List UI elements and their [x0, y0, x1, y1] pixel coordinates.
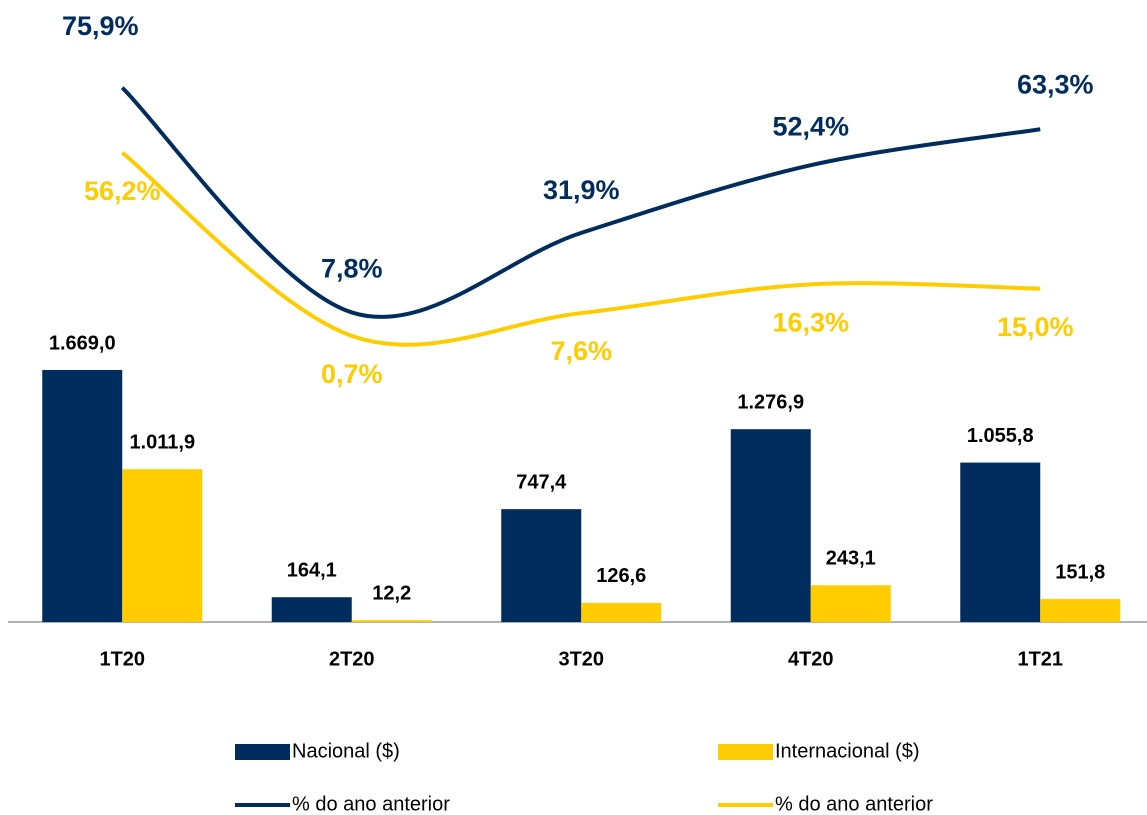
bar: [42, 369, 123, 622]
bar-label: 12,2: [372, 582, 411, 604]
line-label: 63,3%: [1017, 69, 1094, 99]
bar-label: 1.669,0: [49, 332, 116, 354]
line-label: 31,9%: [543, 175, 620, 205]
line-label: 75,9%: [62, 11, 139, 41]
legend-label: % do ano anterior: [775, 793, 933, 815]
line: [120, 86, 1041, 319]
line-label: 16,3%: [772, 307, 849, 337]
x-tick-label: 1T20: [99, 648, 145, 670]
x-tick-label: 3T20: [558, 648, 604, 670]
legend-swatch: [235, 744, 290, 760]
line-label: 52,4%: [772, 111, 849, 141]
legend-label: Internacional ($): [775, 740, 920, 762]
x-tick-label: 1T21: [1017, 648, 1063, 670]
bar: [1040, 599, 1121, 622]
line: [121, 151, 1041, 347]
line-label: 0,7%: [321, 359, 383, 389]
line-label: 7,6%: [550, 336, 612, 366]
bar: [581, 602, 662, 622]
x-tick-label: 4T20: [788, 648, 834, 670]
line-label: 7,8%: [321, 254, 383, 284]
bar-label: 1.055,8: [967, 425, 1034, 447]
bar-label: 164,1: [287, 560, 337, 582]
bar: [810, 585, 891, 622]
x-tick-label: 2T20: [329, 648, 375, 670]
bar: [351, 620, 432, 622]
line-label: 15,0%: [997, 312, 1074, 342]
bar: [122, 469, 203, 622]
bar-label: 747,4: [516, 471, 567, 493]
legend-label: Nacional ($): [292, 740, 400, 762]
bar-label: 126,6: [596, 565, 646, 587]
bar-label: 151,8: [1055, 561, 1105, 583]
bar-label: 243,1: [826, 548, 876, 570]
bar: [501, 509, 582, 622]
bar: [960, 462, 1041, 622]
bar: [730, 429, 811, 622]
legend-label: % do ano anterior: [292, 793, 450, 815]
legend-swatch: [718, 744, 773, 760]
bar-label: 1.276,9: [737, 391, 804, 413]
bar: [271, 597, 352, 622]
line-label: 56,2%: [84, 176, 161, 206]
bar-label: 1.011,9: [129, 431, 195, 453]
